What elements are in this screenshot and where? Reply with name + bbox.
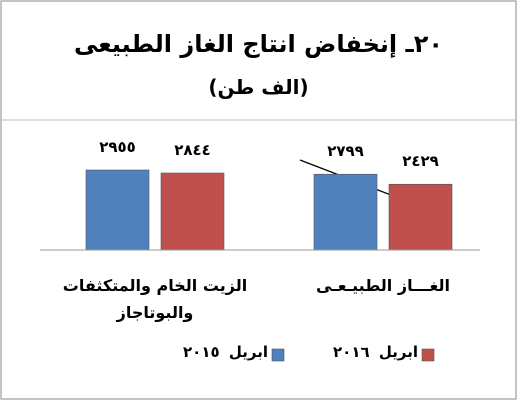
- chart-title: ٢٠ـ إنخفاض انتاج الغاز الطبيعى: [73, 30, 444, 58]
- value-label: ٢٧٩٩: [327, 142, 364, 161]
- legend-label: ابريل ٢٠١٥: [183, 343, 268, 361]
- value-label: ٢٩٥٥: [99, 138, 136, 156]
- bar: [388, 183, 453, 251]
- x-tick-label: الزيت الخام والمتكثفات والبوتاجاز: [62, 276, 248, 322]
- chart-subtitle: (الف طن): [208, 75, 309, 99]
- bar: [160, 172, 225, 251]
- bar: [85, 169, 150, 251]
- x-tick-label: الغـــاز الطبيـعـى: [315, 276, 450, 295]
- legend-label: ابريل ٢٠١٦: [333, 343, 418, 361]
- legend-swatch: [271, 348, 285, 362]
- value-label: ٢٤٢٩: [402, 152, 439, 171]
- value-label: ٢٨٤٤: [174, 141, 211, 159]
- legend-swatch: [421, 348, 435, 362]
- bar: [313, 173, 378, 251]
